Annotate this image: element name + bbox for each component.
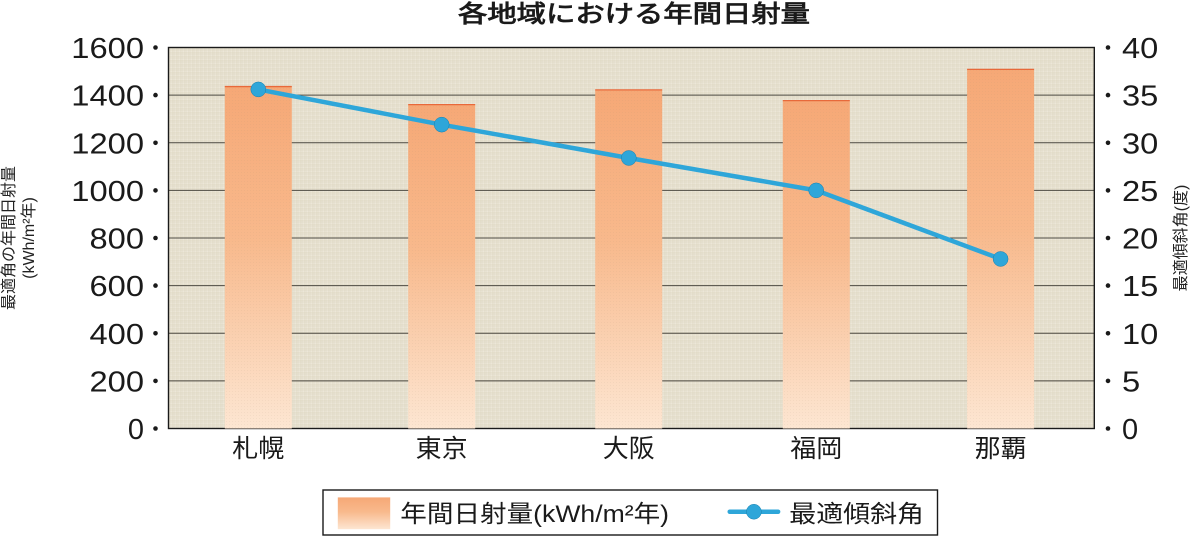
svg-text:(kWh/m²年): (kWh/m²年) (20, 197, 38, 279)
svg-text:5: 5 (1122, 366, 1140, 398)
svg-text:1400: 1400 (71, 81, 144, 113)
svg-text:25: 25 (1122, 176, 1158, 208)
svg-text:各地域における年間日射量: 各地域における年間日射量 (457, 0, 810, 28)
svg-text:10: 10 (1122, 319, 1158, 351)
svg-text:1600: 1600 (71, 33, 144, 65)
svg-text:福岡: 福岡 (790, 435, 842, 463)
svg-text:年間日射量(kWh/m²年): 年間日射量(kWh/m²年) (400, 501, 669, 528)
svg-text:最適傾斜角: 最適傾斜角 (789, 501, 924, 528)
svg-text:最適角の年間日射量: 最適角の年間日射量 (0, 166, 18, 310)
svg-text:0: 0 (128, 414, 144, 446)
svg-text:札幌: 札幌 (232, 435, 284, 463)
svg-text:最適傾斜角(度): 最適傾斜角(度) (1172, 185, 1190, 292)
svg-text:30: 30 (1122, 128, 1158, 160)
svg-text:600: 600 (90, 271, 145, 303)
svg-text:15: 15 (1122, 271, 1158, 303)
svg-text:800: 800 (90, 224, 145, 256)
svg-text:400: 400 (90, 319, 145, 351)
svg-text:大阪: 大阪 (603, 435, 655, 463)
svg-text:40: 40 (1122, 33, 1158, 65)
svg-text:200: 200 (90, 366, 145, 398)
svg-text:35: 35 (1122, 81, 1158, 113)
svg-text:那覇: 那覇 (975, 435, 1027, 463)
svg-text:20: 20 (1122, 224, 1158, 256)
svg-text:0: 0 (1122, 414, 1138, 446)
svg-text:1000: 1000 (71, 176, 144, 208)
svg-text:東京: 東京 (416, 435, 468, 463)
svg-text:1200: 1200 (71, 128, 144, 160)
